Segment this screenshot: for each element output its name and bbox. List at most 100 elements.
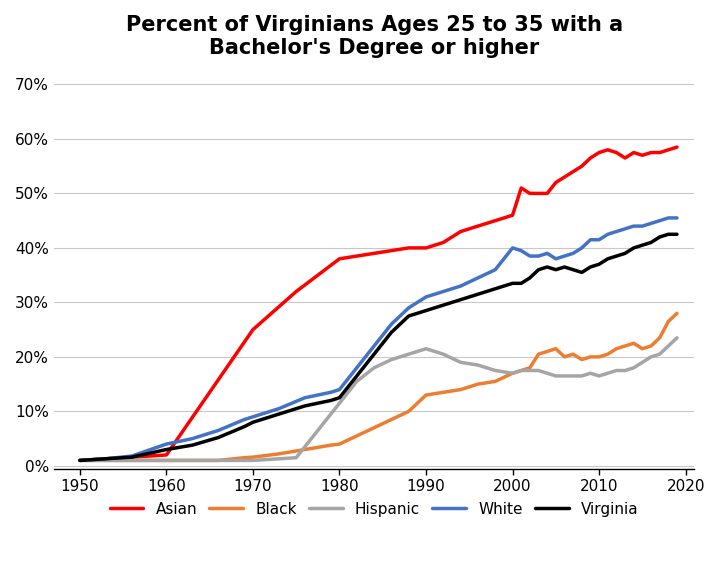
White (629, 223, 638, 230)
Asian (526, 190, 534, 197)
Hispanic (647, 353, 655, 360)
Hispanic (162, 457, 171, 464)
Virginia (543, 264, 552, 271)
White (508, 244, 517, 251)
Virginia (612, 253, 621, 260)
Hispanic (353, 378, 361, 385)
Asian (387, 247, 396, 254)
Black (647, 342, 655, 349)
Virginia (240, 423, 249, 430)
White (491, 266, 500, 273)
Asian (629, 149, 638, 156)
White (655, 217, 664, 224)
Virginia (560, 264, 569, 271)
Virginia (301, 403, 309, 410)
Virginia (456, 296, 465, 303)
Hispanic (387, 356, 396, 363)
Black (655, 334, 664, 341)
Hispanic (370, 364, 379, 372)
White (76, 457, 84, 464)
Hispanic (526, 367, 534, 374)
Asian (673, 144, 681, 151)
White (128, 452, 136, 459)
White (249, 413, 257, 420)
Asian (474, 223, 482, 230)
Black (595, 353, 603, 360)
Virginia (214, 434, 223, 441)
Virginia (370, 350, 379, 357)
Virginia (664, 231, 673, 238)
Asian (638, 152, 647, 159)
Asian (249, 326, 257, 333)
Line: Asian: Asian (80, 147, 677, 461)
Black (301, 446, 309, 453)
Virginia (188, 442, 197, 449)
Asian (508, 212, 517, 219)
Line: Hispanic: Hispanic (80, 338, 677, 461)
Asian (578, 163, 586, 170)
White (370, 342, 379, 349)
White (595, 236, 603, 243)
Hispanic (543, 370, 552, 377)
Line: Virginia: Virginia (80, 234, 677, 461)
Asian (439, 239, 448, 246)
Asian (353, 253, 361, 260)
Hispanic (595, 373, 603, 380)
Hispanic (621, 367, 629, 374)
White (474, 274, 482, 281)
Title: Percent of Virginians Ages 25 to 35 with a
Bachelor's Degree or higher: Percent of Virginians Ages 25 to 35 with… (125, 15, 623, 58)
White (214, 427, 223, 434)
White (240, 416, 249, 423)
Hispanic (335, 400, 344, 407)
Black (335, 441, 344, 448)
White (603, 231, 612, 238)
Black (517, 367, 526, 374)
White (638, 223, 647, 230)
Asian (612, 149, 621, 156)
Hispanic (552, 373, 560, 380)
White (612, 228, 621, 235)
Hispanic (508, 370, 517, 377)
Asian (370, 250, 379, 257)
Hispanic (638, 359, 647, 366)
Asian (162, 451, 171, 458)
Black (456, 386, 465, 393)
White (543, 250, 552, 257)
Asian (422, 244, 430, 251)
Hispanic (603, 370, 612, 377)
Virginia (439, 302, 448, 309)
Virginia (249, 419, 257, 426)
Black (508, 370, 517, 377)
White (552, 255, 560, 263)
Hispanic (422, 345, 430, 352)
Black (439, 389, 448, 396)
Virginia (655, 233, 664, 240)
Virginia (517, 280, 526, 287)
Hispanic (569, 373, 578, 380)
Virginia (404, 312, 413, 319)
Black (629, 340, 638, 347)
White (586, 236, 595, 243)
White (327, 389, 335, 396)
White (102, 455, 110, 462)
Hispanic (292, 454, 301, 461)
Black (612, 345, 621, 352)
Virginia (162, 446, 171, 453)
Black (560, 353, 569, 360)
Hispanic (664, 342, 673, 349)
Black (128, 457, 136, 464)
Virginia (673, 231, 681, 238)
Black (353, 432, 361, 440)
Asian (552, 179, 560, 186)
Hispanic (578, 373, 586, 380)
Virginia (595, 261, 603, 268)
Hispanic (76, 457, 84, 464)
Virginia (552, 266, 560, 273)
Black (162, 457, 171, 464)
Black (569, 350, 578, 357)
Hispanic (655, 350, 664, 357)
White (517, 247, 526, 254)
Hispanic (456, 359, 465, 366)
Virginia (422, 307, 430, 314)
Black (214, 457, 223, 464)
